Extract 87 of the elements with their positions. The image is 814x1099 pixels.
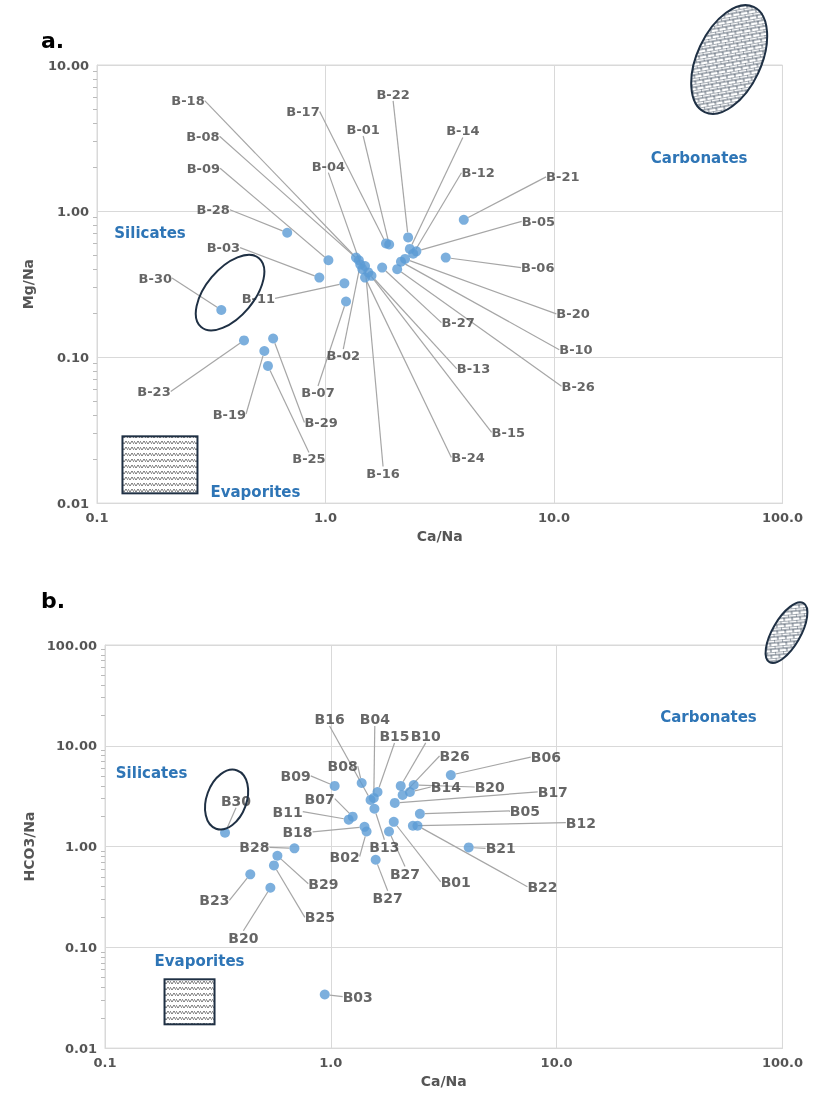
y-tick-label: 0.01: [56, 495, 89, 511]
data-label: B-16: [366, 465, 400, 481]
y-axis-title: Mg/Na: [20, 258, 36, 310]
data-label: B-06: [521, 260, 555, 276]
data-label: B-17: [286, 103, 320, 119]
data-label: B04: [359, 710, 391, 727]
data-label: B-13: [456, 361, 491, 377]
data-label: B01: [440, 873, 471, 890]
data-label: B12: [565, 814, 596, 831]
y-tick-label: 10.00: [55, 738, 97, 754]
annotation: Silicates: [114, 223, 186, 242]
x-axis-title: Ca/Na: [420, 1073, 467, 1089]
data-label: B-20: [556, 306, 590, 322]
data-label: B-04: [311, 158, 346, 174]
data-label: B-19: [212, 406, 247, 422]
annotation: Carbonates: [660, 707, 757, 726]
data-label: B07: [304, 790, 335, 807]
data-label: B-23: [137, 383, 171, 399]
data-label: B14: [430, 778, 462, 795]
y-tick-label: 1.00: [56, 203, 89, 219]
data-label: B-08: [186, 128, 220, 144]
data-label: B-29: [304, 415, 338, 431]
data-label: B09: [280, 767, 311, 784]
x-tick-label: 10.0: [540, 1055, 573, 1071]
data-label: B-07: [301, 385, 335, 401]
y-tick-label: 0.01: [64, 1040, 97, 1056]
data-label: B-05: [521, 213, 556, 229]
data-label: B-10: [559, 342, 593, 358]
x-tick-label: 100.0: [761, 510, 803, 526]
y-tick-label: 1.00: [64, 839, 97, 855]
data-label: B10: [410, 727, 442, 744]
chart-title: b.: [41, 587, 66, 613]
data-label: B22: [527, 878, 558, 895]
data-label: B17: [537, 783, 568, 800]
data-label: B20: [228, 929, 259, 946]
data-label: B21: [485, 840, 516, 857]
data-label: B15: [379, 727, 410, 744]
data-label: B23: [199, 892, 230, 909]
data-label: B-22: [376, 86, 410, 102]
data-label: B11: [272, 803, 303, 820]
data-label: B25: [304, 909, 336, 926]
y-tick-label: 0.10: [64, 939, 97, 955]
data-label: B16: [314, 710, 345, 727]
data-label: B-12: [461, 165, 495, 181]
x-tick-label: 0.1: [93, 1055, 117, 1071]
data-label: B06: [530, 749, 561, 766]
data-label: B29: [308, 875, 339, 892]
y-tick-label: 0.10: [56, 349, 89, 365]
data-label: B26: [439, 747, 470, 764]
data-label: B-15: [491, 424, 526, 440]
data-label: B28: [239, 839, 270, 856]
annotation: Silicates: [115, 763, 188, 782]
y-tick-label: 10.00: [47, 57, 89, 73]
data-label: B05: [509, 802, 540, 819]
data-label: B03: [342, 988, 373, 1005]
data-label: B-26: [561, 378, 595, 394]
data-label: B-02: [326, 348, 360, 364]
chart-title: a.: [41, 27, 65, 53]
annotation: Evaporites: [210, 483, 301, 502]
data-label: B08: [327, 758, 358, 775]
x-tick-label: 1.0: [319, 1055, 343, 1071]
y-tick-label: 100.00: [46, 637, 97, 653]
x-tick-label: 0.1: [85, 510, 109, 526]
data-label: B-14: [446, 123, 480, 139]
y-axis-title: HCO3/Na: [20, 811, 37, 882]
data-label: B20: [474, 779, 506, 796]
x-tick-label: 10.0: [537, 510, 570, 526]
data-label: B-01: [346, 122, 380, 137]
data-label: B-30: [138, 270, 173, 286]
data-label: B-27: [441, 315, 475, 331]
data-label: B27: [372, 889, 403, 906]
data-label: B-28: [196, 202, 230, 218]
x-tick-label: 100.0: [761, 1055, 803, 1071]
data-label: B-09: [186, 160, 221, 176]
data-label: B-24: [451, 450, 485, 466]
annotation: Carbonates: [650, 148, 748, 167]
data-label: B02: [329, 848, 360, 865]
data-label: B-21: [546, 169, 580, 185]
data-label: B27: [389, 865, 421, 882]
data-label: B-18: [171, 93, 205, 109]
data-label: B-25: [292, 451, 326, 467]
data-label: B13: [369, 838, 400, 855]
data-label: B18: [282, 823, 313, 840]
x-axis-title: Ca/Na: [416, 528, 463, 544]
data-label: B-03: [206, 240, 241, 256]
annotation: Evaporites: [154, 952, 245, 971]
x-tick-label: 1.0: [313, 510, 337, 526]
